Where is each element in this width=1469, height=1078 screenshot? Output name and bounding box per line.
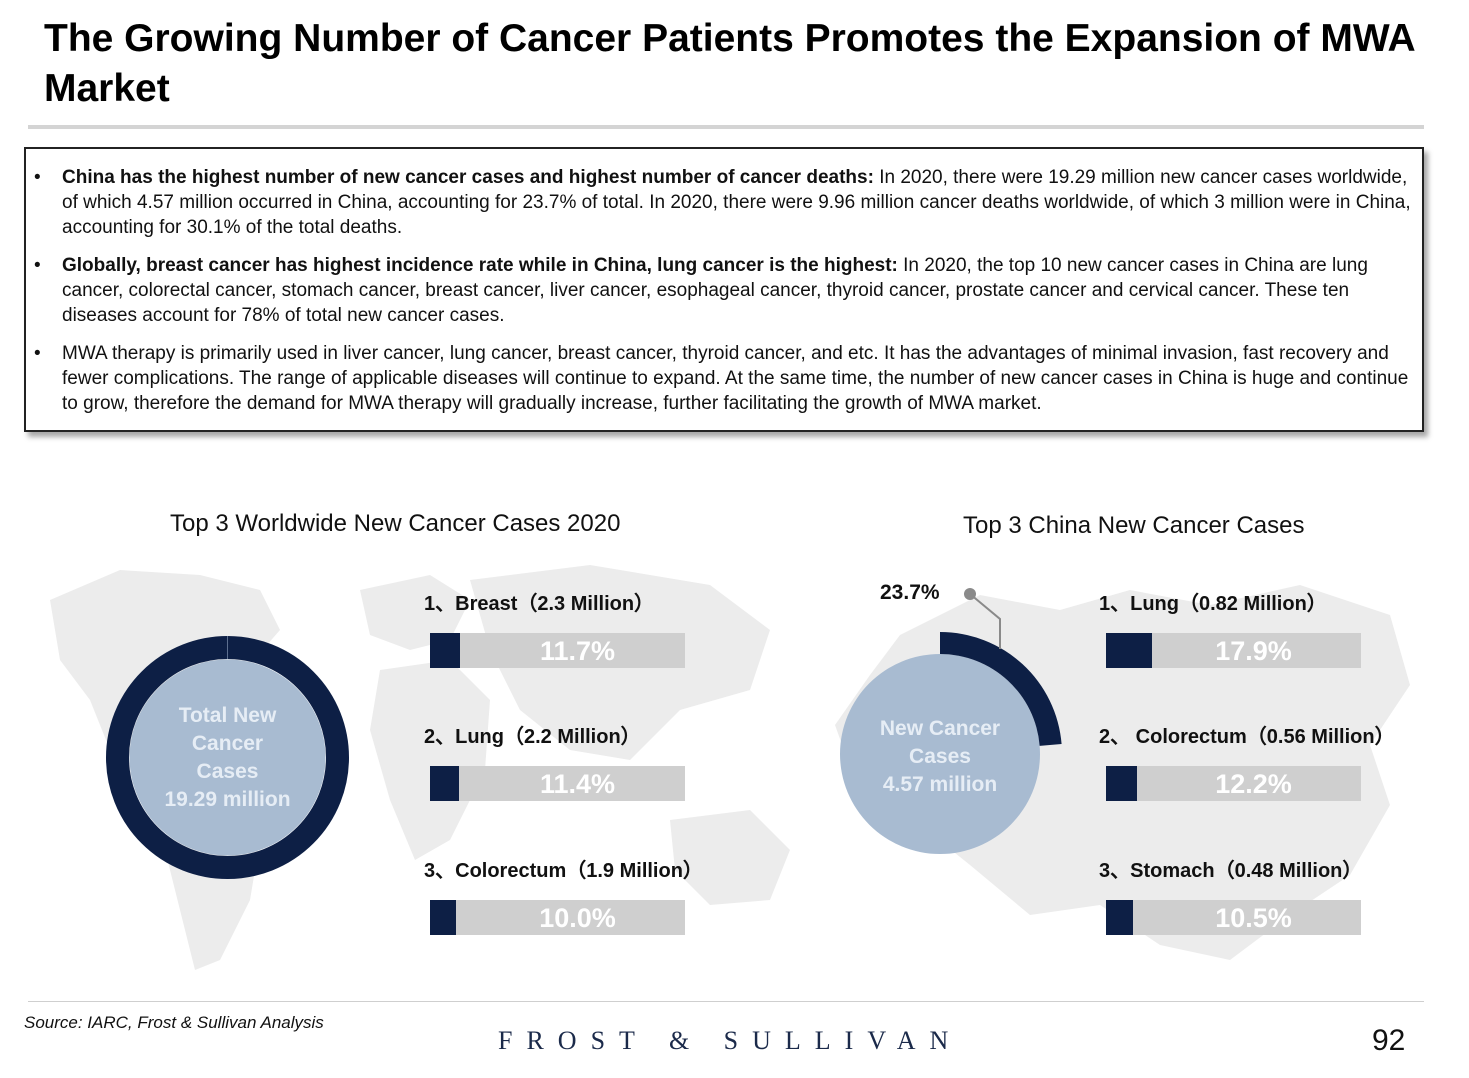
bullet-heading: China has the highest number of new canc… [62,167,874,188]
china-bar: 10.5% [1106,900,1361,935]
worldwide-item-label: 2、Lung（2.2 Million） [424,726,641,748]
worldwide-donut-label: Total New Cancer Cases 19.29 million [130,702,325,814]
worldwide-donut-center [129,659,326,856]
china-callout-dot [964,588,976,600]
worldwide-bar-fill [430,633,460,668]
china-donut-label: New Cancer Cases 4.57 million [850,715,1030,799]
china-item-label: 1、Lung（0.82 Million） [1099,593,1327,615]
donut-label-line: Cases [196,760,259,783]
page-title: The Growing Number of Cancer Patients Pr… [44,17,1415,110]
worldwide-bar-value: 11.7% [539,636,616,666]
china-chart-title: Top 3 China New Cancer Cases [963,512,1305,539]
china-bar-fill [1106,766,1138,801]
worldwide-donut [106,636,349,879]
china-bar: 17.9% [1106,633,1361,668]
footer-divider [28,1001,1424,1002]
bullet-dot: • [34,167,41,188]
donut-label-line: Cancer [191,732,264,755]
china-donut-arc [940,632,1062,746]
china-share-callout: 23.7% [880,581,940,604]
donut-label-line: 19.29 million [164,788,291,811]
bullet-heading: Globally, breast cancer has highest inci… [62,255,898,276]
bullet-item: • MWA therapy is primarily used in liver … [34,341,1412,416]
worldwide-bar: 10.0% [430,900,685,935]
china-donut-center [840,654,1040,854]
china-item-label: 2、 Colorectum（0.56 Million） [1099,726,1395,748]
worldwide-bar-value: 10.0% [539,903,616,933]
bullet-dot: • [34,343,41,364]
bullet-item: • China has the highest number of new can… [34,165,1412,240]
worldwide-bar: 11.4% [430,766,685,801]
bullet-text: In 2020, there were 19.29 million new ca… [62,167,1411,238]
title-divider [28,125,1424,129]
china-bar: 12.2% [1106,766,1361,801]
china-bar-value: 12.2% [1215,769,1292,799]
worldwide-item-label: 3、Colorectum（1.9 Million） [424,860,703,882]
bullet-text: In 2020, the top 10 new cancer cases in … [62,255,1368,326]
worldwide-bar-fill [430,766,460,801]
worldwide-item-label: 1、Breast（2.3 Million） [424,593,655,615]
donut-label-line: New Cancer [879,717,1001,740]
worldwide-bar-value: 11.4% [539,769,616,799]
donut-label-line: Total New [178,704,277,727]
bullet-dot: • [34,255,41,276]
china-bar-fill [1106,900,1133,935]
source-note: Source: IARC, Frost & Sullivan Analysis [24,1013,324,1032]
summary-box: • China has the highest number of new can… [24,147,1424,432]
summary-bullets: • China has the highest number of new can… [26,149,1422,416]
china-donut [840,588,1062,854]
worldwide-bar-fill [430,900,456,935]
china-bar-value: 17.9% [1215,636,1292,666]
donut-label-line: Cases [909,745,971,768]
china-bar-value: 10.5% [1215,903,1292,933]
worldwide-chart-title: Top 3 Worldwide New Cancer Cases 2020 [170,510,621,537]
worldwide-bar: 11.7% [430,633,685,668]
bullet-text: MWA therapy is primarily used in liver c… [62,343,1409,414]
china-callout-leader [969,593,1001,649]
donut-label-line: 4.57 million [882,773,998,796]
page-number: 92 [1372,1024,1406,1057]
china-item-label: 3、Stomach（0.48 Million） [1099,860,1363,882]
china-bar-fill [1106,633,1152,668]
brand-logo: FROST & SULLIVAN [498,1026,963,1055]
bullet-item: • Globally, breast cancer has highest inc… [34,253,1412,328]
